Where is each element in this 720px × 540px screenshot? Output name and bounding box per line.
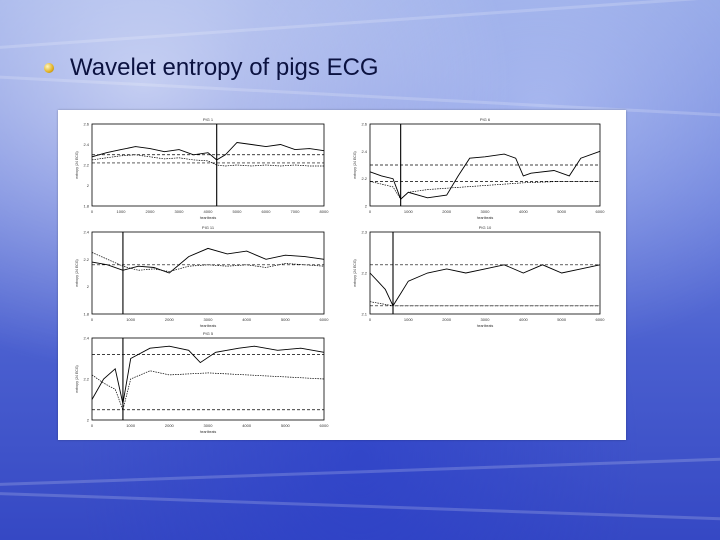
x-tick-label: 1000: [404, 209, 414, 214]
y-tick-label: 2.4: [83, 230, 89, 235]
x-tick-label: 6000: [596, 209, 606, 214]
x-tick-label: 3000: [204, 317, 214, 322]
x-tick-label: 1000: [117, 209, 127, 214]
x-tick-label: 6000: [320, 423, 330, 428]
x-tick-label: 5000: [233, 209, 243, 214]
series-line-1: [91, 345, 325, 404]
x-tick-label: 3000: [204, 423, 214, 428]
x-tick-label: 0: [91, 423, 94, 428]
y-tick-label: 2: [87, 183, 90, 188]
x-tick-label: 0: [369, 317, 372, 322]
ecg-figure: PIG 1 0 1000 2000 3000 4000 5000 6000 7000 8000 1.…: [58, 110, 626, 440]
series-line-2: [369, 181, 600, 200]
panel-title: PIG 11: [202, 225, 215, 230]
y-tick-label: 2: [365, 204, 368, 209]
y-axis-label: entropy (24 ECG): [75, 365, 79, 392]
y-tick-label: 2.3: [361, 230, 367, 235]
plot-frame: [91, 231, 325, 315]
plot-frame: [91, 123, 325, 207]
x-axis-label: heartbeats: [200, 324, 217, 328]
series-line-1: [369, 150, 601, 200]
series-line-1: [91, 247, 325, 274]
x-axis-label: heartbeats: [200, 216, 217, 220]
x-tick-label: 3000: [481, 209, 491, 214]
x-tick-label: 5000: [281, 423, 291, 428]
x-tick-label: 2000: [165, 317, 175, 322]
series-line-1: [369, 264, 601, 307]
x-axis-label: heartbeats: [200, 430, 217, 434]
plot-frame: [91, 337, 325, 421]
x-tick-label: 3000: [175, 209, 185, 214]
x-axis-label: heartbeats: [477, 324, 494, 328]
x-tick-label: 4000: [242, 423, 252, 428]
series-line-2: [91, 252, 325, 272]
panel-title: PIG 1: [203, 117, 214, 122]
panel-title: PIG 10: [479, 225, 492, 230]
x-tick-label: 6000: [596, 317, 606, 322]
panel-3: PIG 11 0 1000 2000 3000 4000 5000 6000 1.8 2 2.2 2.…: [75, 225, 329, 328]
x-tick-label: 5000: [557, 317, 567, 322]
series-line-2: [369, 301, 600, 307]
y-tick-label: 2.1: [361, 312, 367, 317]
y-tick-label: 2.4: [361, 149, 367, 154]
ecg-panels-svg: PIG 10 1000 2000 3000 4000 5000 6000 7000 80001.…: [75, 117, 605, 434]
x-tick-label: 4000: [242, 317, 252, 322]
x-tick-label: 0: [91, 317, 94, 322]
panel-4: PIG 10 0 1000 2000 3000 4000 5000 6000 2.1 2.2 2.3…: [353, 225, 605, 328]
x-tick-label: 8000: [320, 209, 330, 214]
x-tick-label: 5000: [281, 317, 291, 322]
plot-frame: [369, 231, 601, 315]
x-tick-label: 0: [91, 209, 94, 214]
y-tick-label: 2.4: [83, 336, 89, 341]
y-tick-label: 2.4: [83, 142, 89, 147]
x-axis-label: heartbeats: [477, 216, 494, 220]
title-row: Wavelet entropy of pigs ECG: [44, 54, 379, 82]
series-line-1: [91, 142, 325, 161]
x-tick-label: 3000: [481, 317, 491, 322]
y-tick-label: 2.2: [361, 271, 367, 276]
y-tick-label: 2.6: [83, 122, 89, 127]
x-tick-label: 6000: [320, 317, 330, 322]
x-tick-label: 2000: [146, 209, 156, 214]
y-tick-label: 2: [87, 284, 90, 289]
y-tick-label: 1.8: [83, 312, 89, 317]
y-axis-label: entropy (24 ECG): [75, 259, 79, 286]
y-tick-label: 2: [87, 418, 90, 423]
bullet-icon: [44, 63, 54, 73]
x-tick-label: 2000: [442, 209, 452, 214]
y-tick-label: 2.2: [83, 257, 89, 262]
series-line-2: [91, 370, 325, 411]
x-tick-label: 7000: [291, 209, 301, 214]
x-tick-label: 0: [369, 209, 372, 214]
x-tick-label: 6000: [262, 209, 272, 214]
panel-5: PIG 5 0 1000 2000 3000 4000 5000 6000 2 2.2 2.4 hea…: [75, 331, 329, 434]
x-tick-label: 5000: [557, 209, 567, 214]
x-tick-label: 2000: [165, 423, 175, 428]
y-tick-label: 2.2: [83, 163, 89, 168]
x-tick-label: 4000: [204, 209, 214, 214]
y-axis-label: entropy (24 ECG): [353, 259, 357, 286]
x-tick-label: 1000: [404, 317, 414, 322]
y-axis-label: entropy (24 ECG): [353, 151, 357, 178]
panel-1: PIG 1 0 1000 2000 3000 4000 5000 6000 7000 8000 1.…: [75, 117, 329, 220]
x-tick-label: 4000: [519, 209, 529, 214]
y-tick-label: 2.2: [361, 176, 367, 181]
panel-title: PIG 5: [203, 331, 214, 336]
panel-title: PIG 6: [480, 117, 491, 122]
y-tick-label: 2.6: [361, 122, 367, 127]
x-tick-label: 2000: [442, 317, 452, 322]
slide-title: Wavelet entropy of pigs ECG: [70, 54, 379, 81]
y-tick-label: 2.2: [83, 377, 89, 382]
series-line-2: [91, 154, 324, 167]
y-tick-label: 1.8: [83, 204, 89, 209]
x-tick-label: 4000: [519, 317, 529, 322]
x-tick-label: 1000: [126, 423, 136, 428]
panel-2: PIG 6 0 1000 2000 3000 4000 5000 6000 2 2.2 2.4 2.6…: [353, 117, 605, 220]
y-axis-label: entropy (24 ECG): [75, 151, 79, 178]
x-tick-label: 1000: [126, 317, 136, 322]
